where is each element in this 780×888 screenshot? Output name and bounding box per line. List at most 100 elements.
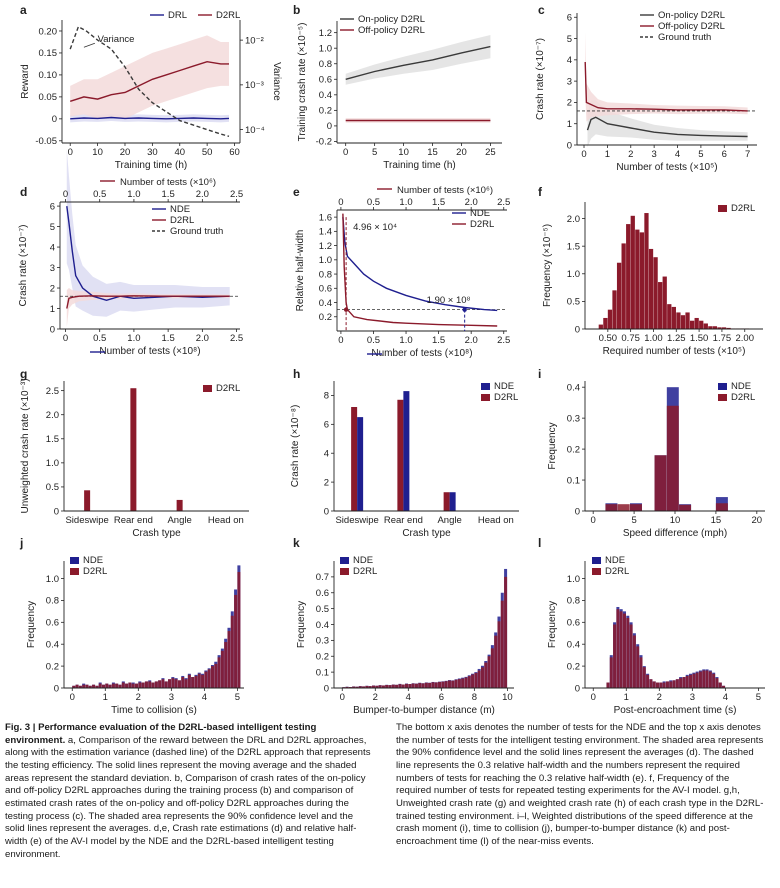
- histogram-bar: [721, 327, 727, 329]
- y-tick-label: 0.4: [567, 382, 580, 393]
- legend-swatch: [718, 383, 727, 390]
- confidence-band: [585, 32, 748, 122]
- x-tick-label: 0: [68, 147, 73, 158]
- histogram-bar: [371, 685, 375, 688]
- histogram-bar: [177, 680, 181, 688]
- category-label: Rear end: [384, 515, 423, 526]
- x-tick-label: 5: [235, 692, 240, 703]
- histogram-bar: [138, 682, 142, 688]
- histogram-bar: [85, 684, 89, 688]
- legend-label: NDE: [470, 208, 490, 219]
- panel-h: h Sideswipe Rear end Angle Head on 0 2 4 6 8 Crash…: [290, 367, 519, 539]
- panel-letter: i: [538, 367, 541, 381]
- histogram-bar: [105, 683, 109, 688]
- histogram-bar: [385, 684, 389, 688]
- histogram-bar: [649, 679, 653, 688]
- y-tick-label: 0: [575, 506, 580, 517]
- y-axis-label: Frequency: [547, 422, 558, 469]
- histogram-bar: [679, 678, 683, 688]
- x-tick-label: 1: [624, 692, 629, 703]
- x-tick-label: 1.5: [432, 197, 445, 208]
- histogram-bar: [605, 504, 618, 511]
- histogram-bar: [695, 672, 699, 688]
- legend-swatch: [340, 557, 349, 564]
- panel-letter: f: [538, 185, 543, 199]
- histogram-bar: [434, 682, 438, 688]
- y-tick-label: 2.5: [46, 386, 59, 397]
- legend-label: NDE: [170, 204, 190, 215]
- histogram-bar: [428, 682, 432, 688]
- legend-swatch: [718, 205, 727, 212]
- histogram-bar: [191, 677, 195, 688]
- y-tick-label: 0.4: [567, 640, 580, 651]
- panel-letter: k: [293, 536, 300, 550]
- x-tick-label: 0.75: [621, 333, 640, 344]
- y-axis-label: Reward: [20, 64, 31, 98]
- x-axis-label: Required number of tests (×10⁵): [603, 346, 746, 357]
- x-axis-label: Training time (h): [383, 160, 455, 171]
- histogram-bar: [101, 684, 105, 688]
- x-tick-label: 0: [343, 147, 348, 158]
- panel-letter: h: [293, 367, 300, 381]
- y-tick-label: 0.3: [316, 636, 329, 647]
- histogram-bar: [500, 600, 504, 688]
- y-tick-label: 1.0: [567, 574, 580, 585]
- histogram-bar: [639, 232, 645, 329]
- legend-label: D2RL: [731, 203, 755, 214]
- histogram-bar: [635, 229, 640, 329]
- x-tick-label: 0: [63, 189, 68, 200]
- histogram-bar: [174, 679, 178, 688]
- histogram-bar: [712, 673, 716, 688]
- histogram-bar: [164, 681, 168, 688]
- category-label: Sideswipe: [65, 515, 108, 526]
- y-tick-label: 6: [324, 420, 329, 431]
- histogram-bar: [128, 682, 132, 688]
- x-tick-label: 2.0: [196, 333, 209, 344]
- histogram-bar: [98, 683, 102, 688]
- y-tick-label: 1.2: [319, 28, 332, 39]
- confidence-band: [345, 35, 491, 85]
- series-line: [345, 45, 491, 80]
- confidence-band: [70, 35, 229, 119]
- histogram-bar: [158, 680, 162, 688]
- histogram-bar: [705, 670, 709, 688]
- category-label: Angle: [437, 515, 461, 526]
- legend-label: D2RL: [170, 215, 194, 226]
- histogram-bar: [115, 683, 119, 688]
- histogram-bar: [438, 681, 442, 688]
- y-tick-label: 1: [567, 119, 572, 130]
- y-tick-label: 5: [567, 34, 572, 45]
- variance-annotation: Variance: [98, 34, 135, 45]
- histogram-bar: [685, 312, 690, 329]
- x-tick-label: 0: [63, 333, 68, 344]
- y-tick-label: 0.1: [567, 475, 580, 486]
- histogram-bar: [659, 682, 663, 688]
- legend-label: NDE: [83, 555, 103, 566]
- histogram-bar: [108, 684, 112, 688]
- histogram-bar: [224, 642, 228, 688]
- y-axis-label: Crash rate (×10⁻⁷): [18, 225, 29, 307]
- histogram-bar: [414, 683, 418, 688]
- panel-i: i 0 5 10 15 20 0 0.1 0.2 0.3 0.4 Speed difference (…: [538, 367, 765, 539]
- bar-d2rl: [176, 499, 183, 511]
- histogram-bar: [431, 682, 435, 688]
- x-tick-label: 20: [752, 515, 763, 526]
- histogram-bar: [494, 635, 498, 688]
- x-axis-label: Number of tests (×10⁵): [616, 162, 717, 173]
- legend-label: On-policy D2RL: [358, 14, 425, 25]
- d2rl-required-label: 4.96 × 10⁴: [353, 222, 397, 233]
- x-tick-label: 1.25: [667, 333, 686, 344]
- histogram-bar: [715, 678, 719, 688]
- y-tick-label: 0.2: [567, 661, 580, 672]
- histogram-bar: [447, 680, 451, 688]
- x-tick-label: 5: [698, 149, 703, 160]
- y-tick-label: 10⁻²: [245, 35, 264, 46]
- legend-label: NDE: [731, 381, 751, 392]
- x-tick-label: 2: [373, 692, 378, 703]
- y-axis-label: Frequency: [296, 601, 307, 648]
- histogram-bar: [619, 611, 623, 688]
- x-tick-label: 25: [485, 147, 496, 158]
- histogram-bar: [679, 504, 692, 511]
- y-tick-label: 0.20: [39, 26, 58, 37]
- legend-label: D2RL: [605, 566, 629, 577]
